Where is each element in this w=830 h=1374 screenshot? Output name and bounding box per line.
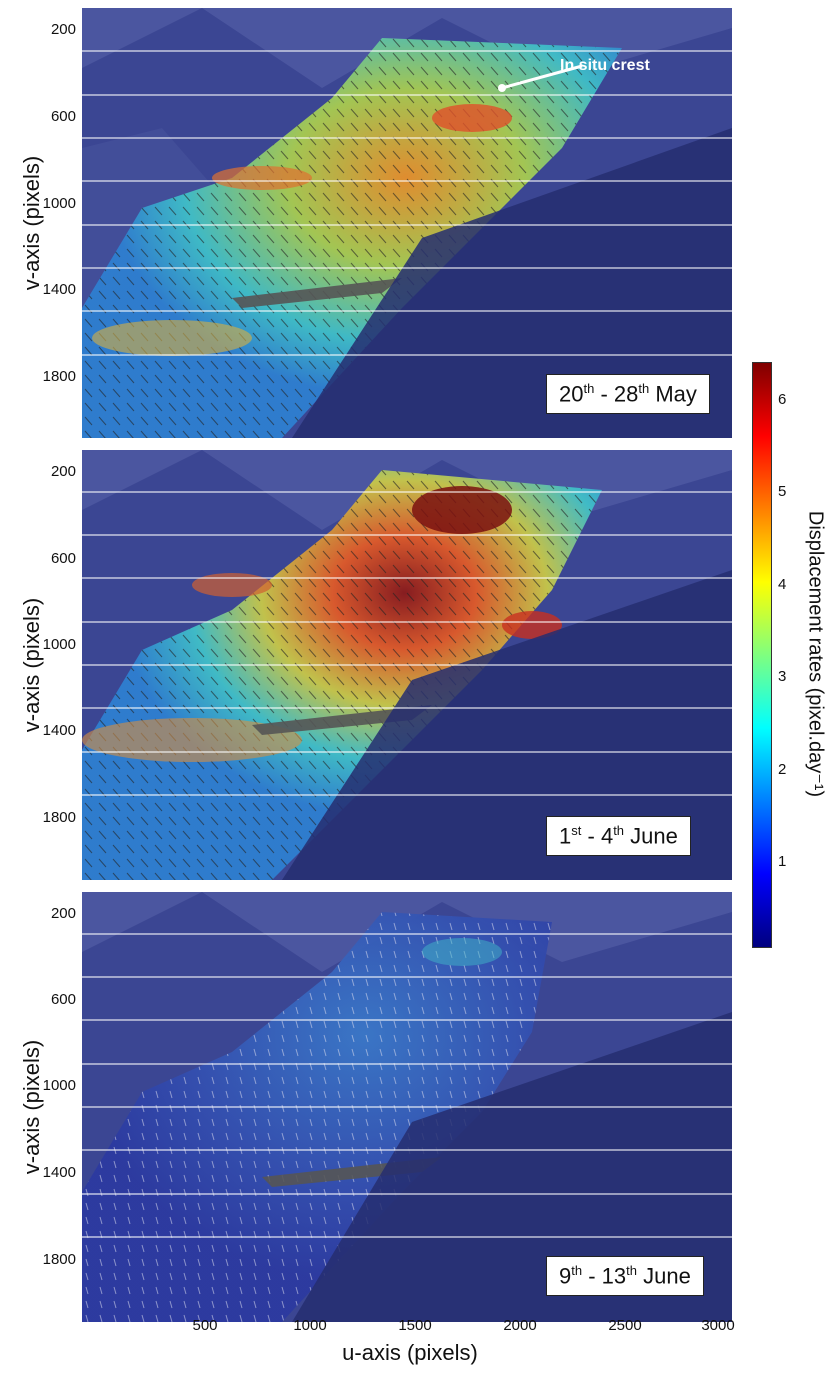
y-tick: 600	[50, 550, 76, 567]
panel-june-late	[82, 892, 732, 1322]
y-tick: 1800	[42, 809, 76, 826]
colorbar-tick: 4	[778, 576, 787, 593]
y-tick: 1800	[42, 368, 76, 385]
panel-june-early	[82, 450, 732, 880]
y-tick: 200	[50, 905, 76, 922]
in-situ-crest-label: In situ crest	[560, 57, 650, 74]
x-tick: 3000	[701, 1317, 735, 1334]
colorbar-label: Displacement rates (pixel.day⁻¹)	[804, 510, 827, 798]
y-tick: 1000	[42, 195, 76, 212]
colorbar-tick: 2	[778, 761, 787, 778]
period-label: 20th - 28th May	[546, 374, 710, 415]
panel-may	[82, 8, 732, 438]
y-tick: 1000	[42, 1077, 76, 1094]
y-tick: 600	[50, 991, 76, 1008]
x-tick: 500	[192, 1317, 218, 1334]
x-tick: 1000	[293, 1317, 327, 1334]
y-tick: 1000	[42, 636, 76, 653]
period-label: 9th - 13th June	[546, 1256, 704, 1297]
y-tick: 200	[50, 463, 76, 480]
x-tick: 1500	[398, 1317, 432, 1334]
y-tick: 1400	[42, 1164, 76, 1181]
colorbar-tick: 3	[778, 668, 787, 685]
x-tick: 2500	[608, 1317, 642, 1334]
y-tick: 1400	[42, 722, 76, 739]
y-tick: 200	[50, 21, 76, 38]
period-label: 1st - 4th June	[546, 816, 691, 857]
x-axis-label: u-axis (pixels)	[342, 1340, 478, 1365]
x-tick: 2000	[503, 1317, 537, 1334]
colorbar-tick: 5	[778, 483, 787, 500]
y-tick: 1400	[42, 281, 76, 298]
y-tick: 600	[50, 108, 76, 125]
colorbar	[752, 362, 772, 948]
colorbar-tick: 6	[778, 391, 787, 408]
colorbar-tick: 1	[778, 853, 787, 870]
y-tick: 1800	[42, 1251, 76, 1268]
